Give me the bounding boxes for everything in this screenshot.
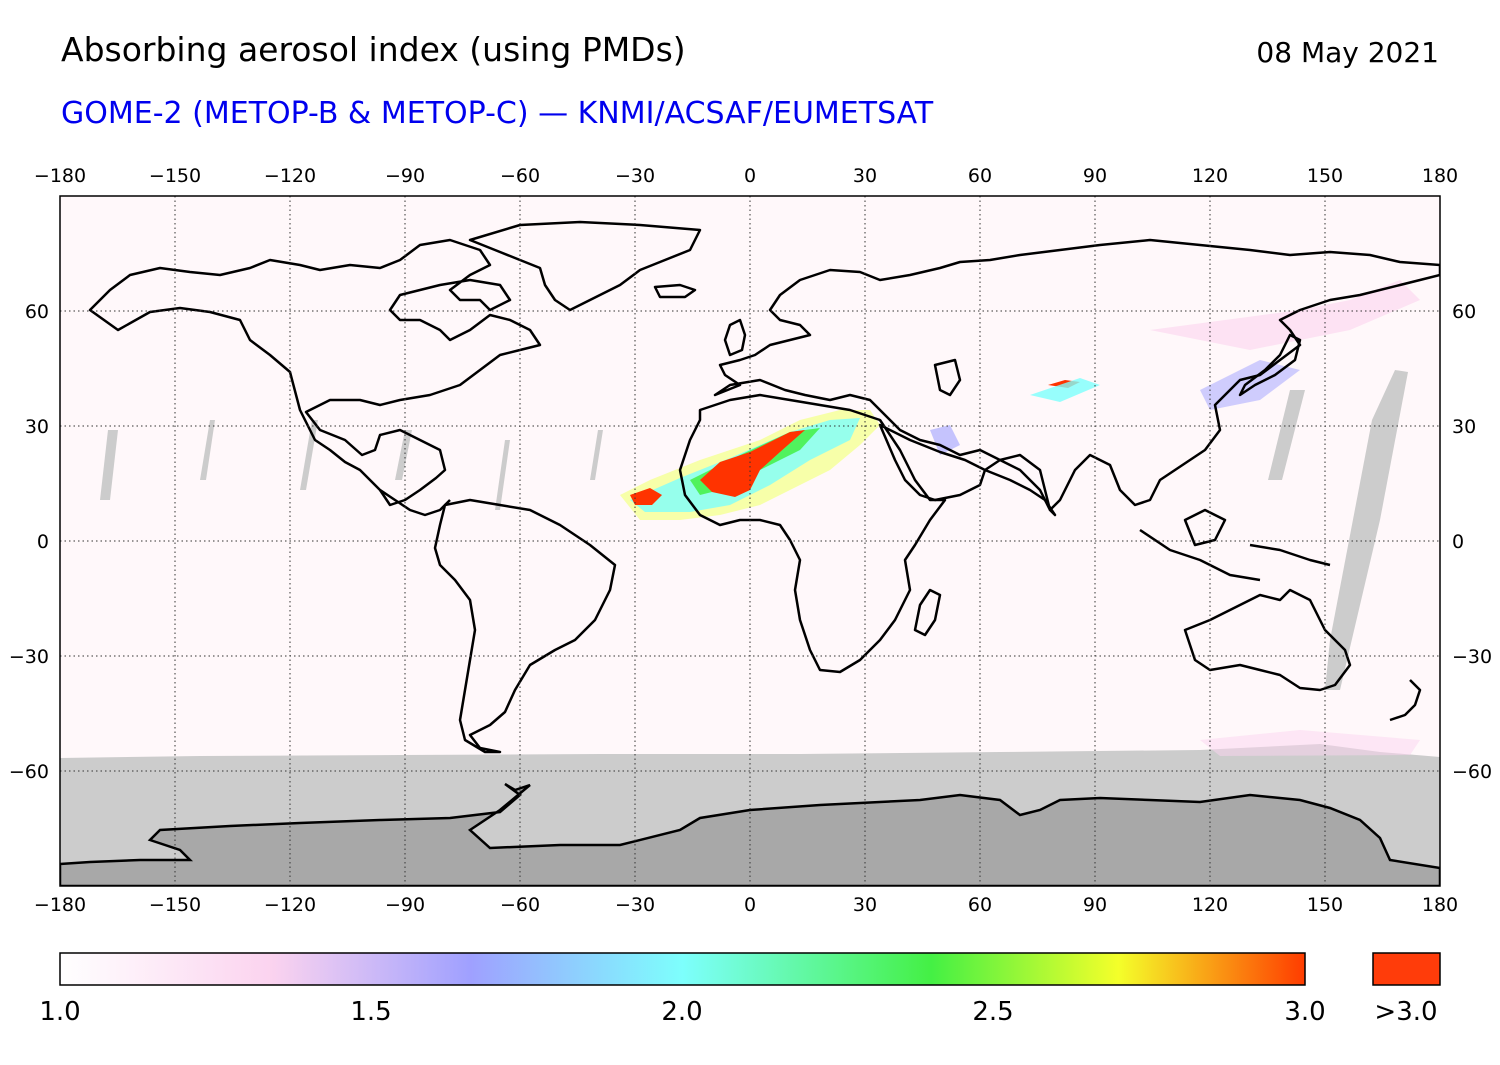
map-subtitle: GOME-2 (METOP-B & METOP-C) — KNMI/ACSAF/…	[61, 96, 934, 131]
lon-tick-bottom: 180	[1422, 894, 1458, 916]
lon-tick-top: −60	[500, 165, 540, 187]
lon-tick-top: −30	[615, 165, 655, 187]
map-date: 08 May 2021	[1256, 36, 1439, 69]
coastlines	[88, 220, 1440, 754]
lon-tick-bottom: 60	[968, 894, 992, 916]
lon-tick-top: −150	[149, 165, 201, 187]
lat-tick-right: 30	[1452, 416, 1476, 438]
lon-ticks-top: −180 −150 −120 −90 −60 −30 0 30 60 90 12…	[34, 165, 1458, 187]
lat-tick-right: 60	[1452, 301, 1476, 323]
colorbar-label: 2.0	[661, 997, 702, 1027]
lat-tick-left: 0	[37, 531, 49, 553]
lat-tick-right: −30	[1452, 646, 1492, 668]
graticule	[60, 196, 1440, 886]
lon-ticks-bottom: −180 −150 −120 −90 −60 −30 0 30 60 90 12…	[34, 894, 1458, 916]
lon-tick-top: 120	[1192, 165, 1228, 187]
lat-tick-left: 30	[25, 416, 49, 438]
lon-tick-bottom: −90	[385, 894, 425, 916]
lon-tick-top: 60	[968, 165, 992, 187]
lon-tick-top: −120	[264, 165, 316, 187]
colorbar-label: 2.5	[972, 997, 1013, 1027]
colorbar-gradient	[59, 952, 1306, 986]
lon-tick-top: −90	[385, 165, 425, 187]
colorbar-label: 3.0	[1284, 997, 1325, 1027]
lon-tick-top: 180	[1422, 165, 1458, 187]
map-title: Absorbing aerosol index (using PMDs)	[61, 30, 686, 69]
lat-tick-left: −30	[9, 646, 49, 668]
lon-tick-bottom: −60	[500, 894, 540, 916]
lat-tick-right: −60	[1452, 761, 1492, 783]
lat-ticks-right: 60 30 0 −30 −60	[1452, 301, 1492, 783]
lon-tick-bottom: 90	[1083, 894, 1107, 916]
map-field	[60, 196, 1440, 886]
lon-tick-top: 90	[1083, 165, 1107, 187]
lon-tick-bottom: 150	[1307, 894, 1343, 916]
lon-tick-bottom: −30	[615, 894, 655, 916]
lat-tick-left: 60	[25, 301, 49, 323]
orbit-gaps	[100, 370, 1408, 690]
lat-tick-left: −60	[9, 761, 49, 783]
lat-tick-right: 0	[1452, 531, 1464, 553]
lon-tick-top: 30	[853, 165, 877, 187]
lon-tick-bottom: 30	[853, 894, 877, 916]
lon-tick-bottom: 120	[1192, 894, 1228, 916]
colorbar-over-label: >3.0	[1374, 997, 1437, 1027]
colorbar: 1.0 1.5 2.0 2.5 3.0 >3.0	[39, 952, 1441, 1027]
lon-tick-bottom: −120	[264, 894, 316, 916]
colorbar-label: 1.0	[39, 997, 80, 1027]
colorbar-over-swatch	[1372, 952, 1441, 986]
lon-tick-top: 0	[744, 165, 756, 187]
lat-ticks-left: 60 30 0 −30 −60	[9, 301, 49, 783]
lon-tick-bottom: −180	[34, 894, 86, 916]
lon-tick-top: −180	[34, 165, 86, 187]
lon-tick-top: 150	[1307, 165, 1343, 187]
map-frame	[59, 195, 1441, 887]
colorbar-label: 1.5	[350, 997, 391, 1027]
lon-tick-bottom: −150	[149, 894, 201, 916]
lon-tick-bottom: 0	[744, 894, 756, 916]
